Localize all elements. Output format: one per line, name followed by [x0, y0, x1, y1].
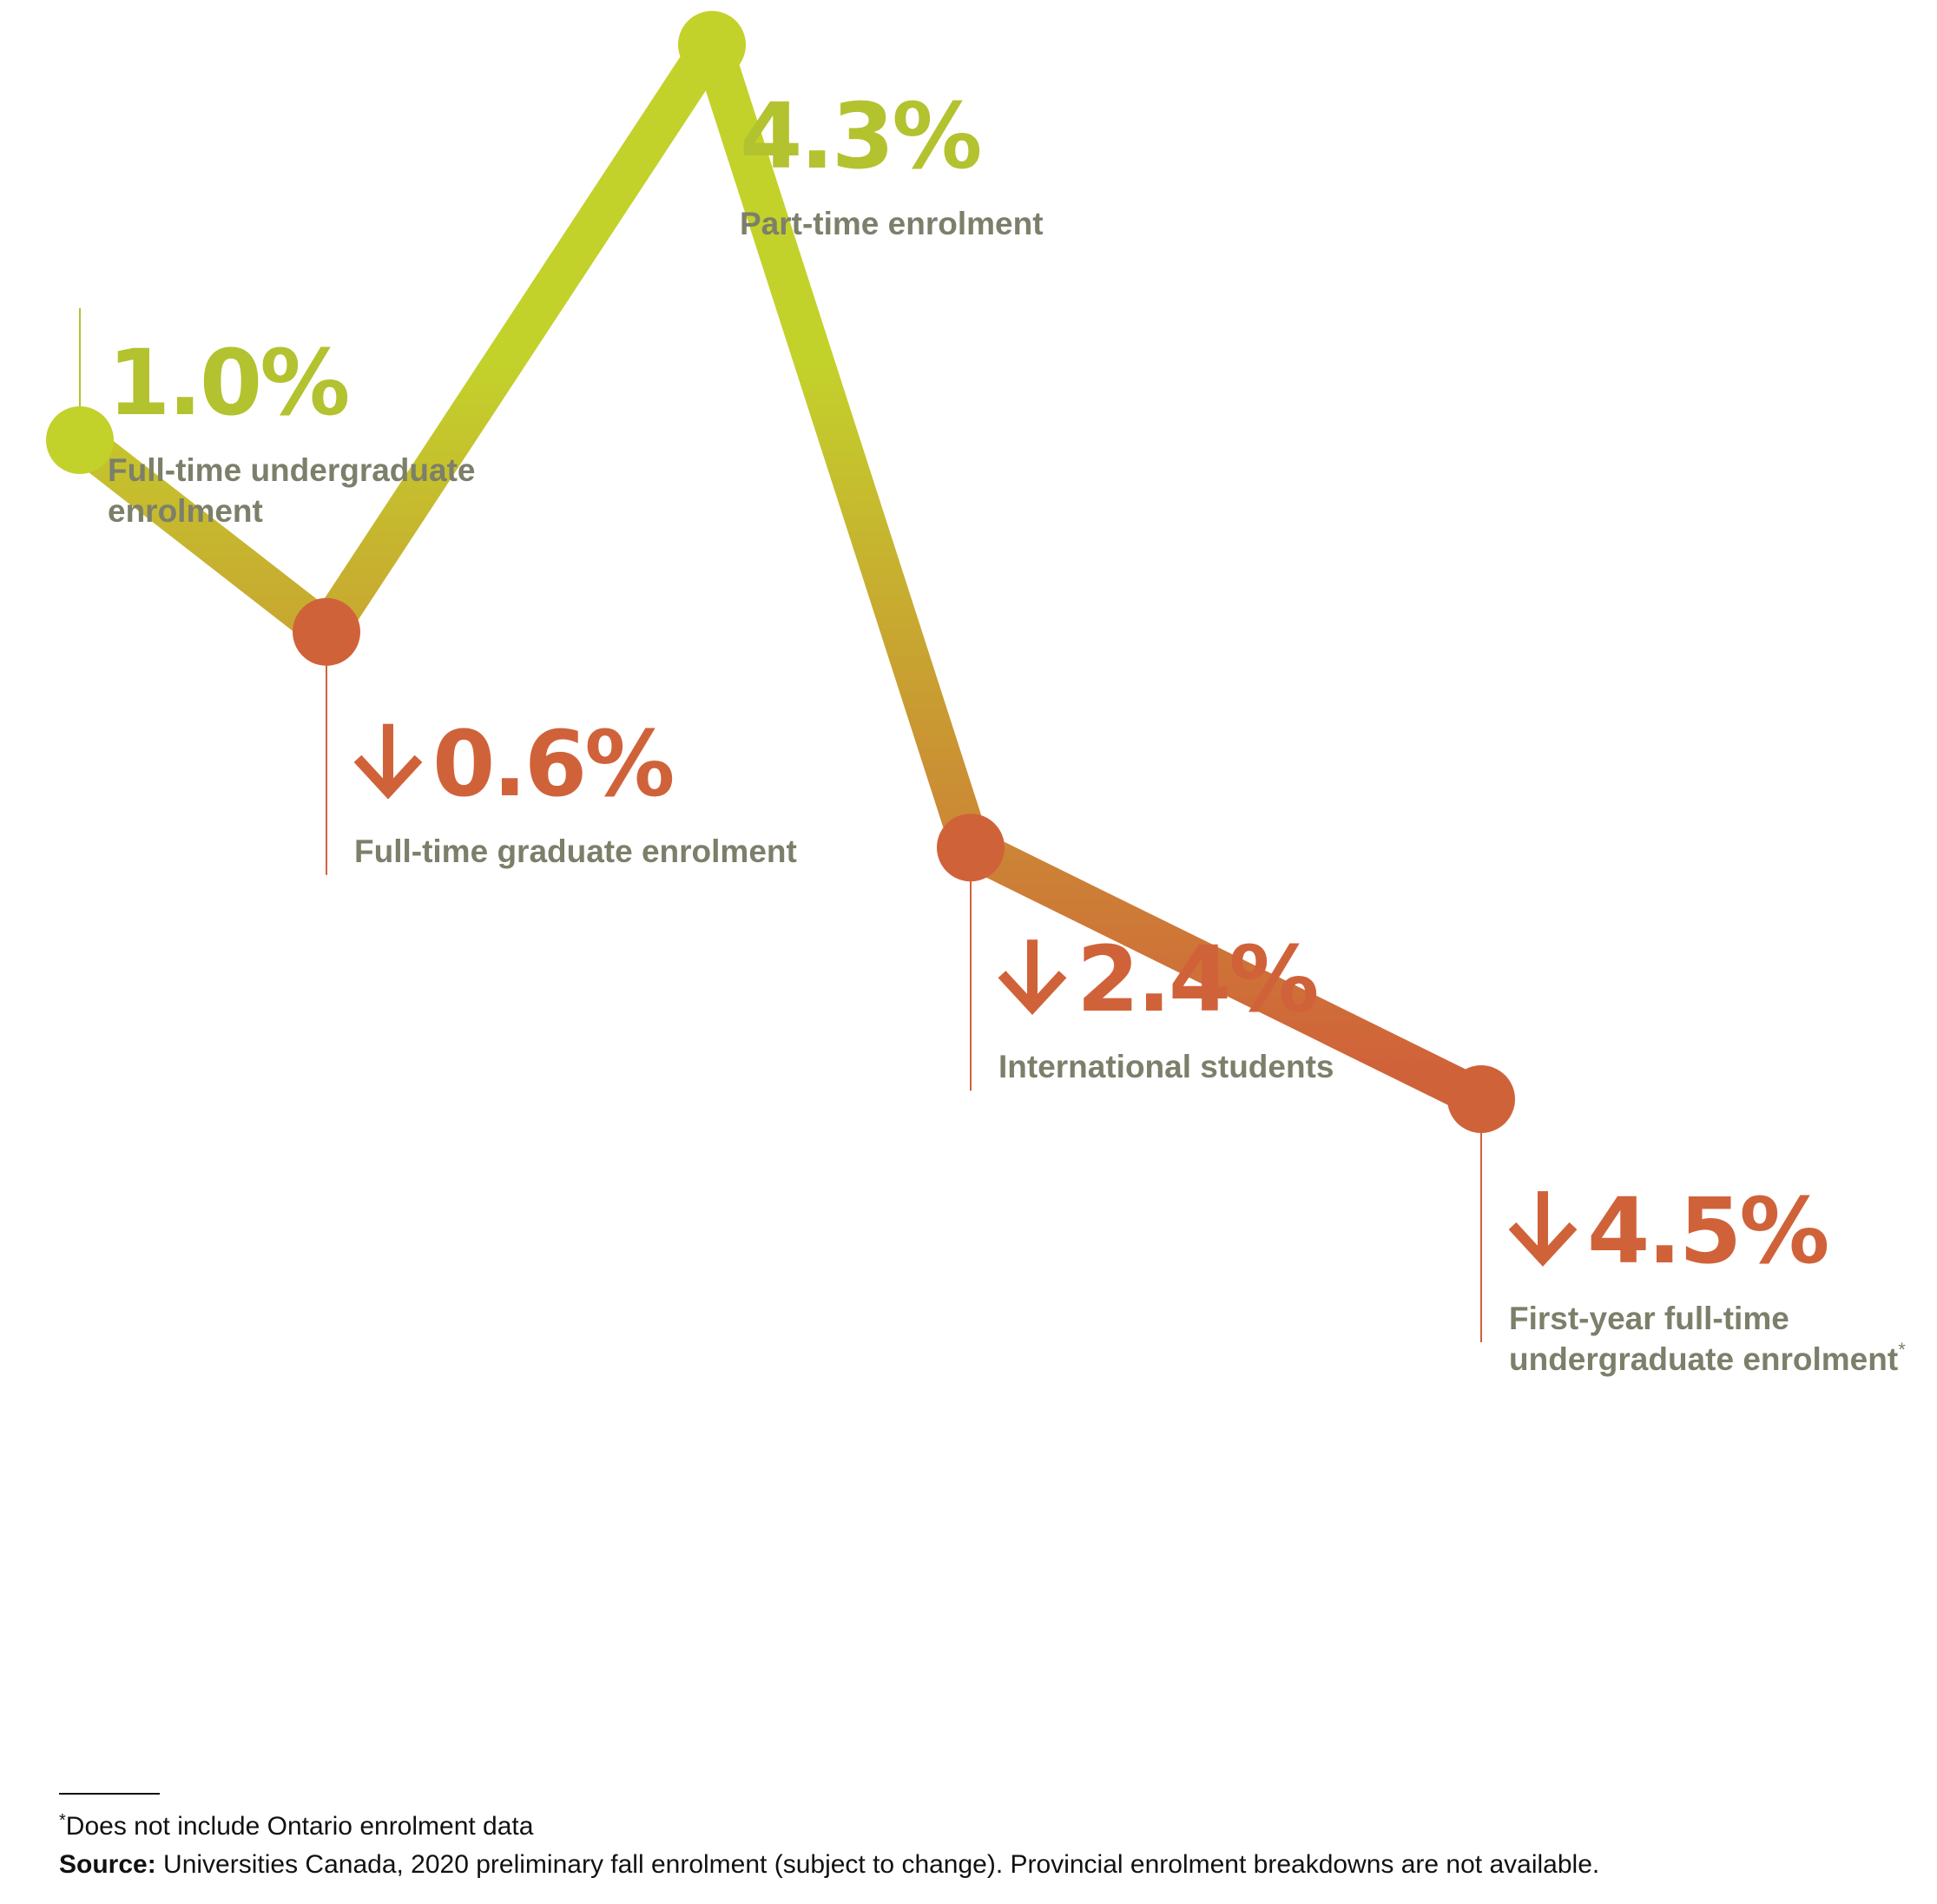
down-arrow-icon [1508, 1191, 1578, 1267]
source-text: Universities Canada, 2020 preliminary fa… [156, 1850, 1600, 1879]
value-label: 2.4% [1077, 926, 1316, 1032]
category-label: International students [998, 1049, 1334, 1084]
value-label: 0.6% [432, 711, 672, 817]
point-markers [46, 10, 1515, 1133]
value-label: 4.3% [740, 83, 979, 189]
category-label: First-year full-time [1509, 1301, 1789, 1336]
data-point [1447, 1065, 1515, 1133]
data-point [293, 597, 360, 666]
category-label: Part-time enrolment [740, 206, 1044, 241]
footnote-source: Source: Universities Canada, 2020 prelim… [59, 1850, 1599, 1879]
footnote-note: *Does not include Ontario enrolment data [59, 1811, 534, 1841]
data-point [678, 10, 746, 79]
category-label: Full-time graduate enrolment [354, 833, 797, 869]
category-label: undergraduate enrolment* [1509, 1339, 1906, 1377]
source-label: Source: [59, 1850, 156, 1879]
footnote-note-text: Does not include Ontario enrolment data [66, 1812, 534, 1841]
data-point [46, 406, 114, 474]
category-label: enrolment [108, 493, 263, 529]
point-annotations: 1.0% Full-time undergraduate enrolment 0.6%… [108, 83, 1906, 1377]
footnote-asterisk: * [59, 1811, 66, 1830]
category-label: Full-time undergraduate [108, 452, 475, 488]
value-label: 4.5% [1587, 1178, 1827, 1284]
down-arrow-icon [353, 723, 423, 800]
asterisk-mark: * [1898, 1339, 1906, 1360]
value-label: 1.0% [108, 330, 347, 436]
down-arrow-icon [998, 939, 1067, 1016]
data-point [937, 814, 1005, 882]
